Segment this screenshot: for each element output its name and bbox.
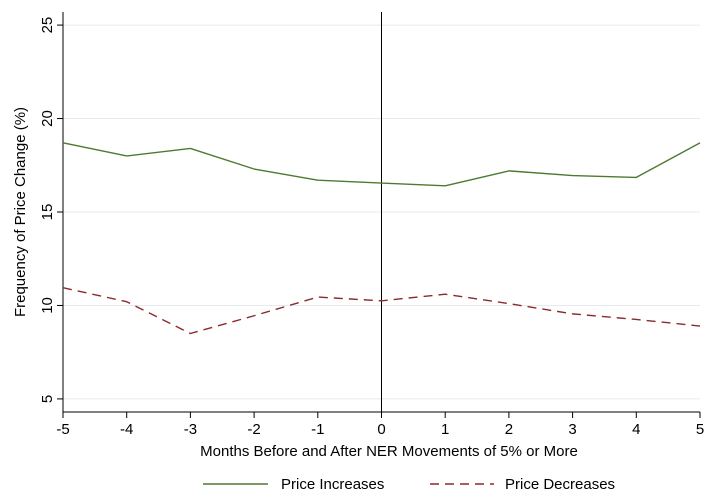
x-ticks: -5 -4 -3 -2 -1 0 1 2 3 4 5 — [56, 412, 704, 438]
x-tick-label: 2 — [505, 421, 513, 438]
x-tick-label: -1 — [311, 421, 324, 438]
x-axis-title: Months Before and After NER Movements of… — [200, 443, 578, 460]
legend-label: Price Decreases — [505, 476, 615, 493]
x-tick-label: 5 — [696, 421, 704, 438]
x-tick-label: 0 — [377, 421, 385, 438]
series-lines — [62, 142, 701, 335]
y-ticks: 5 10 15 20 25 — [39, 17, 63, 403]
x-tick-label: 1 — [441, 421, 449, 438]
y-tick-label: 20 — [39, 110, 56, 127]
x-tick-label: -2 — [247, 421, 260, 438]
x-tick-label: -5 — [56, 421, 69, 438]
legend: Price Increases Price Decreases — [203, 476, 615, 493]
legend-label: Price Increases — [281, 476, 384, 493]
x-tick-label: 4 — [632, 421, 640, 438]
y-tick-label: 15 — [39, 204, 56, 221]
series-line-price-decreases — [62, 287, 701, 335]
y-tick-label: 10 — [39, 297, 56, 314]
y-tick-label: 5 — [39, 395, 56, 403]
x-tick-label: -3 — [184, 421, 197, 438]
x-tick-label: 3 — [568, 421, 576, 438]
y-tick-label: 25 — [39, 17, 56, 34]
y-axis-title: Frequency of Price Change (%) — [12, 107, 29, 317]
x-tick-label: -4 — [120, 421, 133, 438]
series-line-price-increases — [62, 142, 701, 187]
